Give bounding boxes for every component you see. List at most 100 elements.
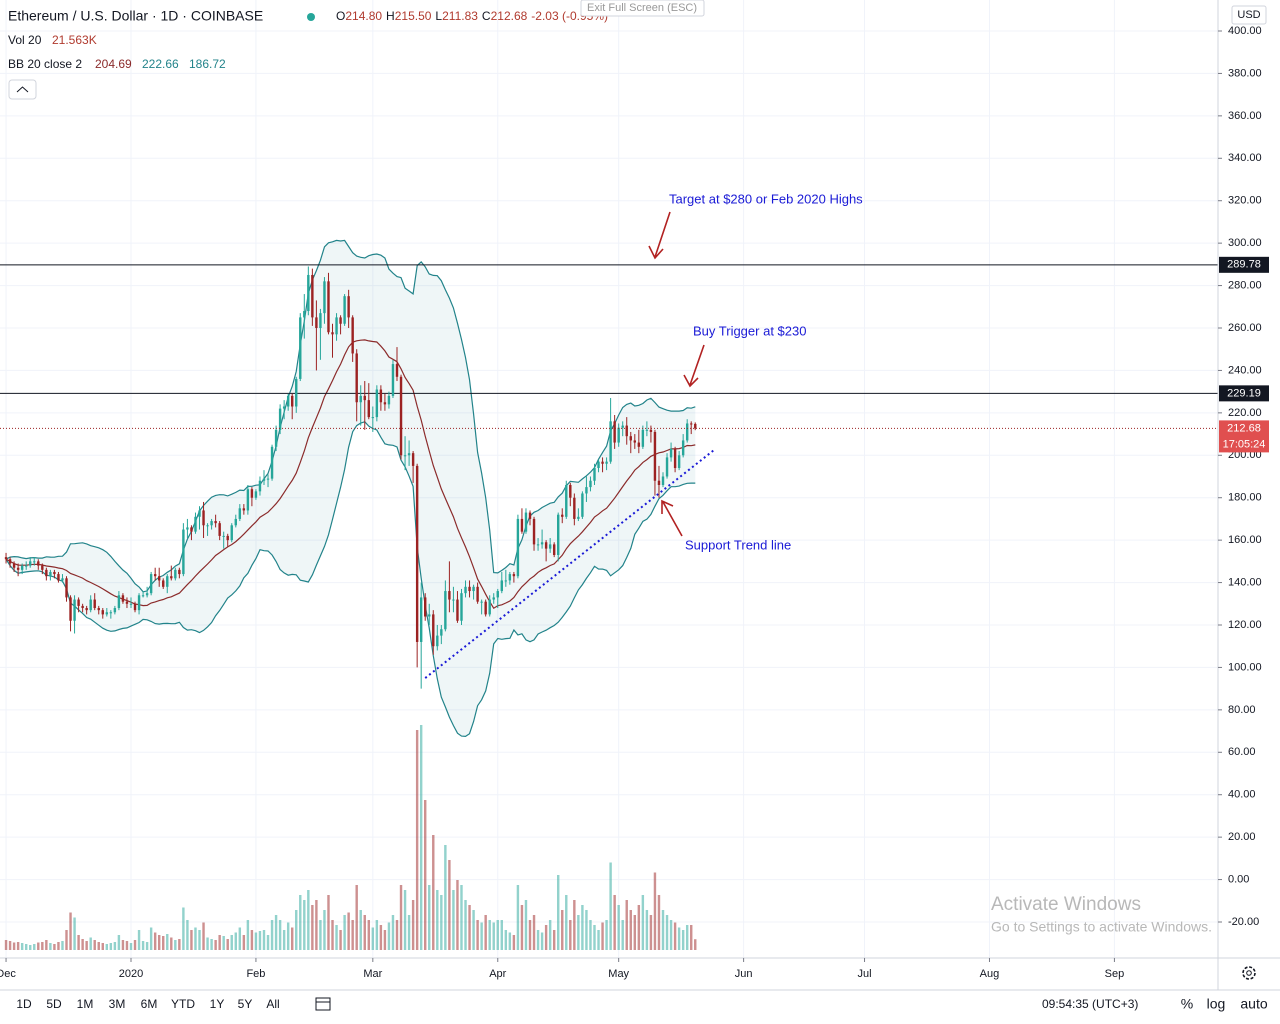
candle-body [436, 635, 439, 647]
volume-bar [379, 925, 383, 950]
candle-body [512, 574, 516, 577]
settings-icon[interactable] [1242, 966, 1256, 980]
volume-bar [319, 920, 322, 950]
range-button[interactable]: YTD [171, 997, 195, 1011]
price-label: 229.19 [1227, 387, 1261, 399]
candle-body [399, 376, 403, 456]
candle-body [315, 317, 318, 328]
range-button[interactable]: 1Y [210, 997, 225, 1011]
candle-body [557, 514, 560, 555]
ohlc-value: 212.68 [491, 9, 528, 23]
candle-body [508, 574, 512, 581]
y-tick-label: 260.00 [1228, 322, 1262, 334]
candle-body [645, 429, 649, 431]
volume-bar [649, 915, 653, 950]
candle-body [157, 576, 161, 581]
candle-body [649, 429, 653, 432]
candle-body [170, 576, 173, 579]
range-button[interactable]: 1M [77, 997, 94, 1011]
volume-bar [665, 915, 669, 950]
volume-bar [335, 925, 338, 950]
candle-body [464, 586, 467, 594]
volume-bar [363, 915, 366, 950]
candle-body [601, 461, 604, 464]
tooltip: Exit Full Screen (ESC) [587, 2, 697, 14]
volume-bar [464, 900, 467, 950]
arrow [648, 211, 671, 260]
volume-bar [194, 927, 197, 950]
candle-body [561, 514, 564, 517]
candle-body [77, 599, 80, 606]
ohlc-value: 214.80 [345, 9, 382, 23]
volume-bar [548, 920, 552, 950]
candle-body [33, 561, 36, 563]
candle-body [581, 493, 584, 517]
candle-body [625, 425, 628, 437]
candle-body [202, 510, 205, 526]
candle-body [214, 521, 217, 524]
candle-body [468, 586, 471, 592]
candle-body [65, 578, 68, 598]
volume-bar [182, 907, 185, 950]
volume-bar [33, 944, 36, 950]
candle-body [657, 480, 661, 485]
volume-bar [460, 885, 463, 950]
range-button[interactable]: 6M [141, 997, 158, 1011]
volume-bar [174, 940, 177, 950]
y-tick-label: -20.00 [1228, 916, 1259, 928]
range-button[interactable]: 5D [46, 997, 62, 1011]
range-button[interactable]: 5Y [238, 997, 253, 1011]
candle-body [8, 559, 12, 564]
candle-body [141, 595, 145, 597]
candle-body [117, 595, 121, 609]
volume-bar [178, 939, 181, 950]
volume-bar [411, 900, 415, 950]
volume-bar [601, 922, 604, 950]
candle-body [484, 601, 487, 615]
candle-body [81, 605, 84, 609]
candle-body [673, 448, 677, 469]
candle-body [49, 571, 52, 577]
volume-bar [37, 942, 40, 950]
countdown: 17:05:24 [1223, 438, 1266, 450]
candle-body [282, 406, 286, 409]
candle-body [29, 561, 32, 566]
volume-bar [339, 930, 342, 950]
candle-body [182, 529, 185, 575]
volume-bar [375, 920, 379, 950]
volume-bar [29, 945, 32, 950]
volume-bar [569, 920, 572, 950]
ohlc-key: L [435, 9, 442, 23]
candle-body [573, 497, 576, 519]
range-button[interactable]: All [266, 997, 279, 1011]
volume-bar [331, 920, 334, 950]
y-tick-label: 140.00 [1228, 576, 1262, 588]
currency: USD [1237, 9, 1260, 21]
candle-body [45, 569, 48, 577]
volume-bar [109, 943, 113, 950]
candle-body [448, 591, 451, 600]
volume-bar [609, 862, 612, 950]
volume-bar [589, 920, 592, 950]
volume-bar [141, 941, 145, 950]
range-button[interactable]: 1D [16, 997, 32, 1011]
volume-bar [516, 885, 520, 950]
scale-option[interactable]: % [1181, 996, 1193, 1012]
candle-body [230, 525, 233, 541]
volume-bar [117, 935, 121, 950]
candle-body [605, 461, 608, 464]
date-range-icon[interactable] [315, 997, 331, 1011]
x-tick-label: Dec [0, 968, 16, 980]
candle-body [492, 597, 495, 600]
volume-bar [444, 845, 447, 950]
volume-bar [605, 920, 608, 950]
volume-bar [20, 943, 24, 950]
scale-option[interactable]: log [1207, 996, 1226, 1012]
collapse-button[interactable] [8, 79, 37, 100]
candle-body [61, 578, 64, 581]
volume-bar [500, 920, 503, 950]
candle-body [424, 597, 427, 617]
candle-body [496, 591, 499, 598]
scale-option[interactable]: auto [1240, 996, 1267, 1012]
range-button[interactable]: 3M [109, 997, 126, 1011]
